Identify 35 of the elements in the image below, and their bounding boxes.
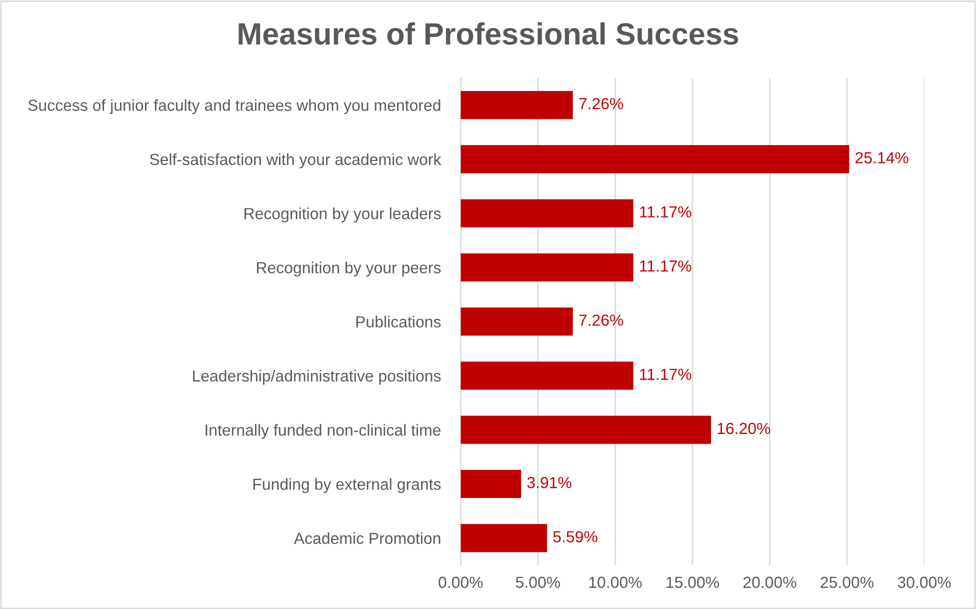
- y-tick-label: Self-satisfaction with your academic work: [150, 153, 442, 168]
- data-label: 11.17%: [640, 260, 692, 272]
- bar: [460, 307, 573, 336]
- y-tick-label: Success of junior faculty and trainees whom you mentored: [28, 99, 440, 114]
- data-label: 7.26%: [579, 314, 624, 326]
- x-tick-label: 25.00%: [820, 576, 874, 588]
- y-tick-label: Funding by external grants: [253, 478, 441, 494]
- data-label: 25.14%: [856, 152, 908, 164]
- y-tick-label: Internally funded non-clinical time: [206, 424, 441, 439]
- bar: [460, 362, 634, 390]
- x-tick-label: 20.00%: [743, 576, 796, 588]
- y-tick-label: Recognition by your peers: [256, 262, 441, 277]
- bar: [460, 470, 522, 498]
- bar: [460, 145, 850, 174]
- bar: [460, 253, 634, 282]
- x-tick-label: 0.00%: [438, 576, 483, 588]
- x-tick-label: 15.00%: [666, 576, 719, 588]
- x-tick-label: 10.00%: [589, 576, 642, 588]
- x-tick-label: 5.00%: [516, 576, 560, 588]
- data-label: 11.17%: [640, 368, 692, 380]
- bar: [460, 524, 548, 552]
- y-tick-label: Recognition by your leaders: [244, 208, 441, 222]
- y-tick-label: Publications: [356, 316, 441, 328]
- bar: [460, 90, 573, 120]
- data-label: 5.59%: [553, 531, 598, 542]
- bar: [460, 199, 634, 228]
- x-tick-label: 30.00%: [898, 576, 951, 588]
- y-tick-label: Academic Promotion: [294, 532, 440, 544]
- data-label: 7.26%: [579, 98, 624, 110]
- bar: [460, 416, 712, 444]
- data-label: 3.91%: [527, 476, 572, 488]
- chart-title: Measures of Professional Success: [238, 22, 738, 45]
- data-label: 11.17%: [640, 206, 692, 218]
- y-tick-label: Leadership/administrative positions: [193, 370, 441, 385]
- data-label: 16.20%: [718, 422, 770, 434]
